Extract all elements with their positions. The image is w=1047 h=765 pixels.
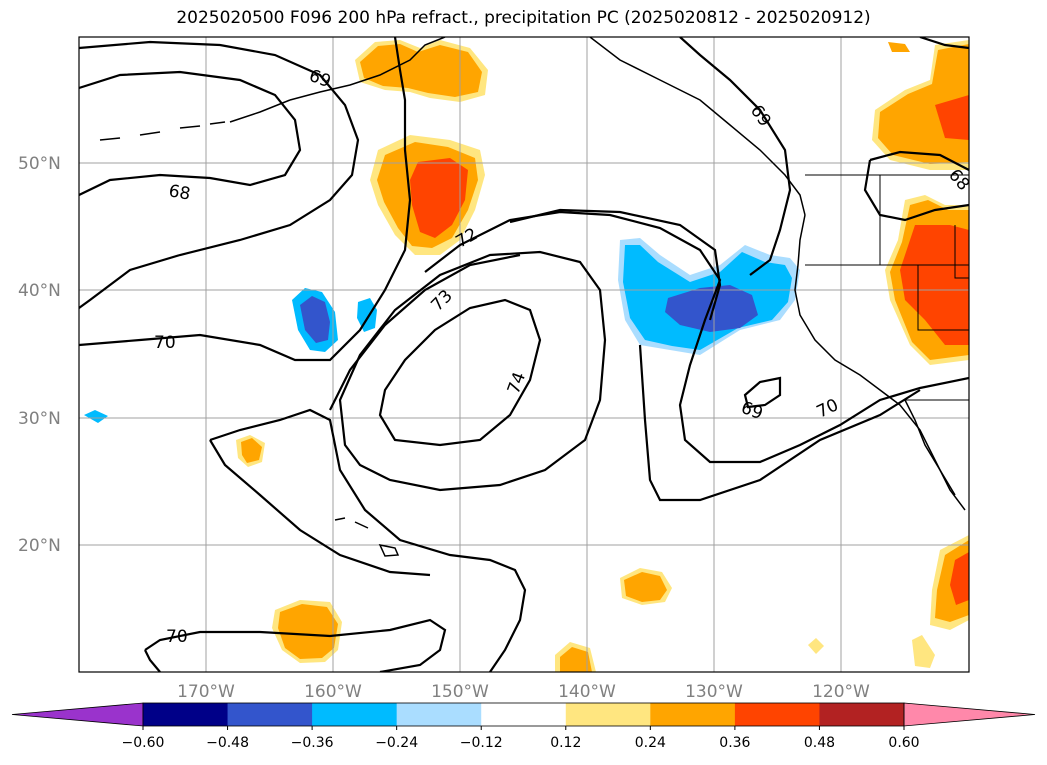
positive-anomaly-patch <box>410 158 468 238</box>
us-west-coast <box>794 214 966 511</box>
contour-69-east <box>679 37 792 276</box>
colorbar-segment <box>143 703 229 726</box>
contour-70-southwest <box>209 439 431 577</box>
lat-label-50n: 50°N <box>18 154 61 174</box>
coastlines <box>99 37 966 557</box>
colorbar-segment <box>481 703 567 726</box>
colorbar-segment <box>396 703 482 726</box>
negative-anomaly-patch <box>300 296 330 343</box>
positive-anomaly-patch <box>624 572 667 602</box>
alaska-peninsula <box>229 99 291 123</box>
baja-coast <box>904 399 956 496</box>
contour-70-south <box>209 408 527 672</box>
colorbar-tick-label: −0.60 <box>122 735 165 751</box>
colorbar-segment <box>312 703 398 726</box>
contour-72-inner <box>509 208 722 321</box>
positive-anomaly-patch <box>888 42 910 52</box>
longitude-labels: 170°W 160°W 150°W 140°W 130°W 120°W <box>177 682 870 702</box>
colorbar-segment <box>819 703 905 726</box>
contour-68-nw <box>79 70 302 196</box>
colorbar-tick-label: 0.12 <box>550 735 581 751</box>
contour-69-small <box>743 376 782 409</box>
negative-anomaly-patch <box>357 298 377 332</box>
contour-72 <box>424 210 969 464</box>
colorbar-tick-label: −0.24 <box>375 735 418 751</box>
positive-anomaly-patch <box>360 44 482 97</box>
positive-anomaly-patch <box>560 647 592 672</box>
lat-label-40n: 40°N <box>18 281 61 301</box>
lat-label-30n: 30°N <box>18 409 61 429</box>
colorbar-tick-label: −0.48 <box>206 735 249 751</box>
lon-label-170w: 170°W <box>177 682 235 702</box>
contour-70-west <box>79 37 412 362</box>
colorbar-segment <box>650 703 736 726</box>
alaska-coast <box>289 37 446 101</box>
precipitation-shading <box>84 40 969 672</box>
negative-anomaly-patch <box>84 410 108 423</box>
lon-label-140w: 140°W <box>558 682 616 702</box>
map-title: 2025020500 F096 200 hPa refract., precip… <box>176 8 871 28</box>
colorbar-extend-low <box>11 702 144 727</box>
colorbar-tick-label: −0.36 <box>291 735 334 751</box>
lon-label-130w: 130°W <box>685 682 743 702</box>
map-frame <box>78 36 970 673</box>
colorbar-frame <box>142 702 905 727</box>
lon-label-160w: 160°W <box>304 682 362 702</box>
canada-coast <box>589 37 806 216</box>
colorbar-extend-high <box>903 702 1036 727</box>
refractivity-contours <box>79 37 969 672</box>
contour-69-ne-top <box>919 37 969 50</box>
contour-69-nw <box>79 40 360 309</box>
hawaii-islands <box>334 517 400 557</box>
political-borders <box>805 174 969 401</box>
colorbar-segment <box>734 703 820 726</box>
lon-label-120w: 120°W <box>812 682 870 702</box>
contour-68-ne <box>869 150 969 171</box>
state-borders <box>805 175 969 331</box>
colorbar-tick-label: 0.48 <box>804 735 835 751</box>
contour-74 <box>378 298 542 447</box>
contour-ne-edge <box>863 159 969 222</box>
positive-anomaly-patch <box>900 225 969 345</box>
colorbar-tick-label: 0.36 <box>719 735 750 751</box>
positive-anomaly-patch <box>808 638 824 654</box>
positive-anomaly-patch <box>912 635 935 668</box>
contour-70-east <box>638 344 921 502</box>
contour-71 <box>329 253 521 411</box>
positive-anomaly-patch <box>950 552 969 605</box>
positive-anomaly-patch <box>241 438 262 463</box>
latitude-labels: 50°N 40°N 30°N 20°N <box>18 154 61 556</box>
map-plot-area: 69 68 72 73 70 74 69 70 69 68 70 <box>79 37 969 672</box>
negative-anomaly-patch <box>665 285 758 332</box>
colorbar-tick-label: 0.60 <box>888 735 919 751</box>
positive-anomaly-patch <box>278 604 338 659</box>
colorbar-tick-label: 0.24 <box>635 735 666 751</box>
contour-73 <box>338 250 607 492</box>
colorbar-segment <box>227 703 313 726</box>
lon-label-150w: 150°W <box>431 682 489 702</box>
positive-anomaly-patch <box>935 95 969 140</box>
colorbar: −0.60 −0.48 −0.36 −0.24 −0.12 0.12 0.24 0.36 0.4… <box>11 702 1036 751</box>
graticule <box>79 37 969 672</box>
contour-label: 70 <box>154 333 176 353</box>
contour-70-bottom-left <box>144 649 161 672</box>
lat-label-20n: 20°N <box>18 536 61 556</box>
contour-70-bottom <box>144 618 447 672</box>
colorbar-segment <box>565 703 651 726</box>
contour-label: 68 <box>167 181 192 204</box>
colorbar-tick-label: −0.12 <box>460 735 503 751</box>
contour-label: 70 <box>166 627 188 647</box>
aleutian-islands <box>99 121 226 141</box>
